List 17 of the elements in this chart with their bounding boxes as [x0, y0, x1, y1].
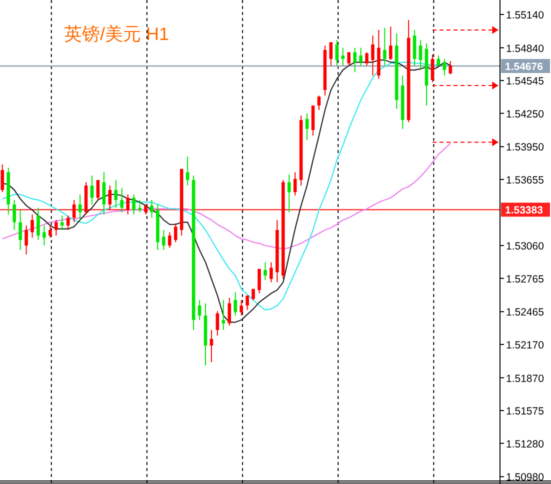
- y-tick-label: 1.53950: [506, 142, 544, 154]
- ref-line-label: 1.53383: [505, 204, 544, 217]
- y-tick-label: 1.52170: [506, 339, 544, 352]
- y-tick-label: 1.53655: [506, 174, 544, 186]
- y-tick-label: 1.50980: [506, 472, 544, 484]
- y-tick-label: 1.53060: [506, 240, 544, 253]
- y-tick-label: 1.54840: [506, 42, 544, 55]
- y-tick-label: 1.51870: [506, 372, 544, 385]
- y-tick-label: 1.52465: [506, 306, 544, 319]
- y-tick-label: 1.54250: [506, 108, 544, 120]
- y-tick-label: 1.55140: [506, 9, 544, 22]
- y-tick-label: 1.52765: [506, 273, 544, 286]
- y-tick-label: 1.51575: [506, 406, 544, 418]
- y-tick-label: 1.54545: [506, 76, 544, 88]
- ref-line-label: 1.54676: [505, 61, 544, 73]
- text: 英镑/美元 H1: [64, 24, 170, 44]
- y-tick-label: 1.51280: [506, 438, 544, 450]
